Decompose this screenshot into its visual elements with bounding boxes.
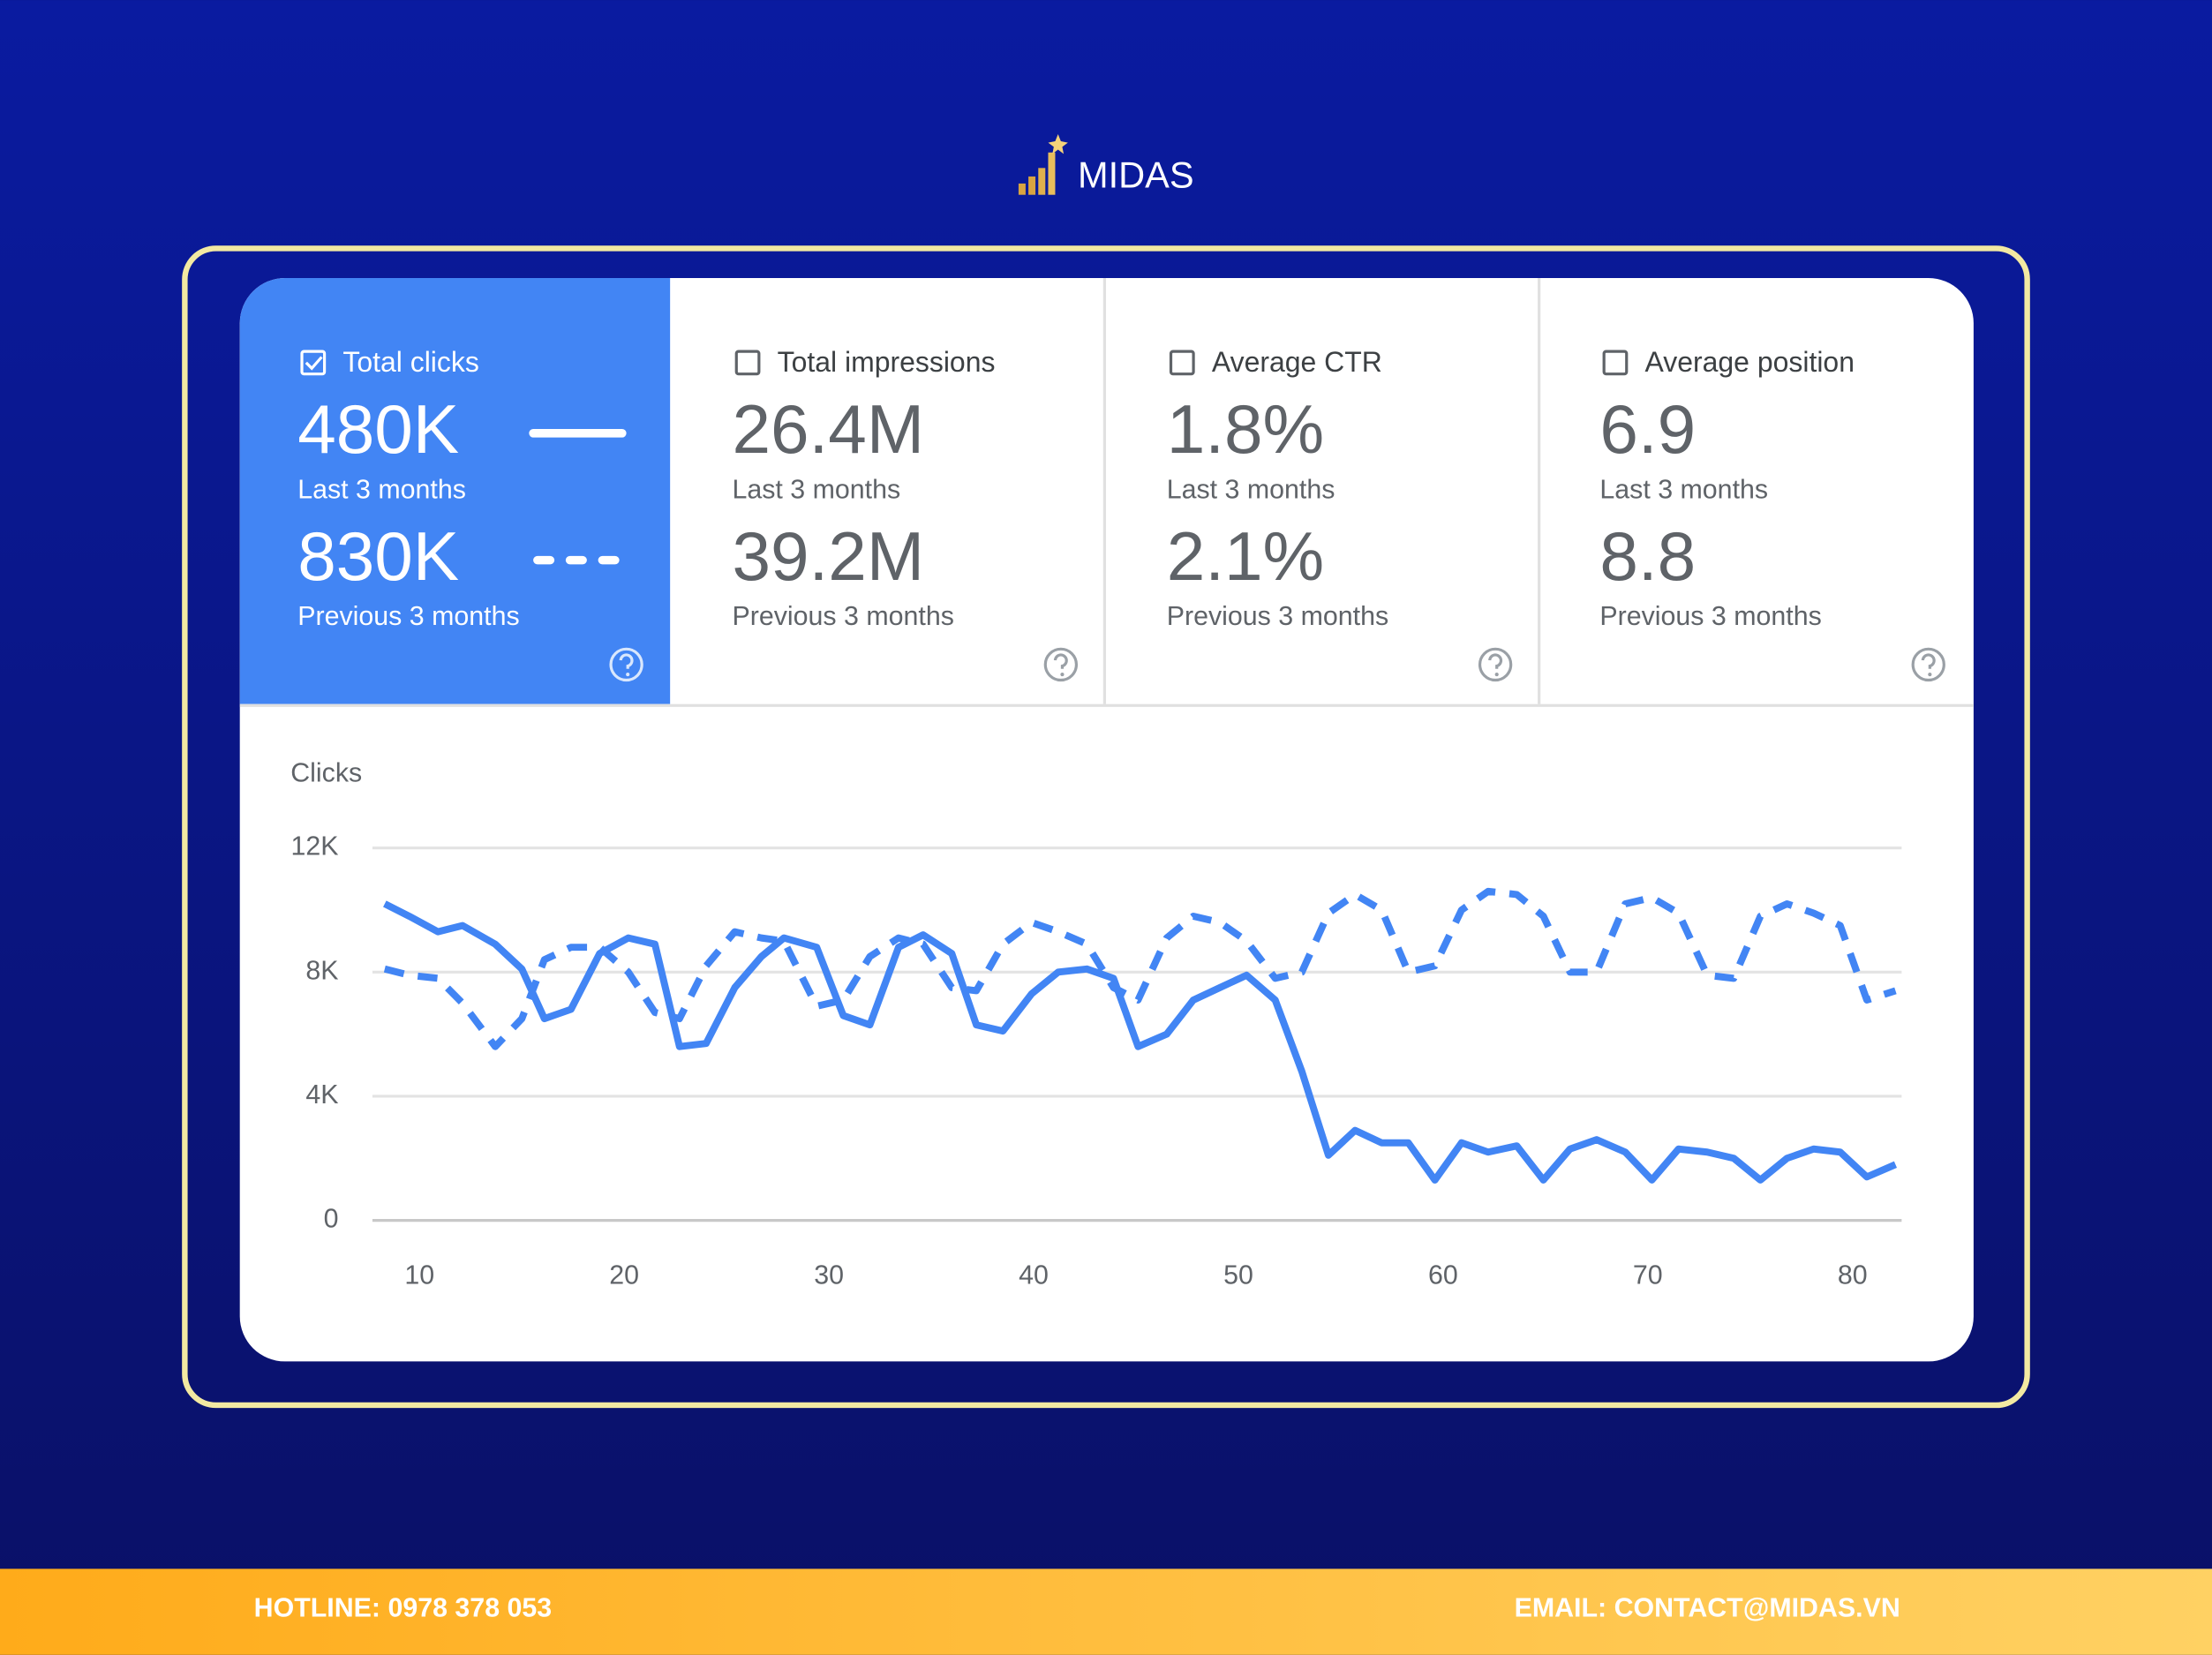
- card-previous: 830K: [297, 517, 459, 595]
- card-label: Total impressions: [778, 346, 996, 378]
- help-icon: [1911, 647, 1945, 682]
- cards: Total clicks 480K Last 3 months 830K Previou…: [239, 277, 1974, 707]
- card-label: Average position: [1645, 346, 1855, 378]
- hotline: HOTLINE: 0978 378 053: [254, 1594, 553, 1623]
- card-label: Average CTR: [1212, 346, 1382, 378]
- checkbox: [1602, 350, 1629, 376]
- y-tick-label: 4K: [305, 1080, 338, 1110]
- card-previous: 8.8: [1599, 517, 1696, 595]
- x-tick-label: 10: [404, 1261, 434, 1290]
- help-icon-dot: [1060, 673, 1065, 677]
- help-icon-mark: [1488, 653, 1503, 669]
- card-current: 480K: [297, 390, 459, 468]
- frame: [182, 245, 2030, 1409]
- card-previous: 39.2M: [732, 517, 924, 595]
- card-current-period: Last 3 months: [297, 475, 466, 504]
- card-current: 1.8%: [1167, 390, 1324, 468]
- logo: MIDAS: [1018, 133, 1194, 195]
- x-tick-label: 70: [1633, 1261, 1663, 1290]
- help-icon-dot: [1928, 673, 1932, 677]
- card-current-period: Last 3 months: [1167, 475, 1335, 504]
- card-current-period: Last 3 months: [1599, 475, 1768, 504]
- help-icon-mark: [1921, 653, 1936, 669]
- selected-card: [239, 277, 671, 704]
- help-icon-mark: [1053, 653, 1068, 669]
- card-current: 26.4M: [732, 390, 924, 468]
- x-tick-label: 80: [1838, 1261, 1868, 1290]
- card-previous-period: Previous 3 months: [1599, 602, 1821, 631]
- card-current: 6.9: [1599, 390, 1696, 468]
- chart: Clicks 0 4K 8K 12K 10 20 30 40 50 60 70 80: [290, 759, 1902, 1290]
- footer-bar: [0, 1568, 2212, 1655]
- card-label: Total clicks: [342, 346, 478, 378]
- card-previous-period: Previous 3 months: [1167, 602, 1388, 631]
- y-tick-label: 12K: [291, 832, 339, 861]
- help-icon: [1478, 647, 1513, 682]
- x-tick-label: 40: [1019, 1261, 1049, 1290]
- help-icon-dot: [626, 673, 630, 677]
- help-icon-mark: [619, 653, 634, 669]
- x-tick-label: 30: [814, 1261, 844, 1290]
- card-previous: 2.1%: [1167, 517, 1324, 595]
- checkbox: [734, 350, 761, 376]
- email: EMAIL: CONTACT@MIDAS.VN: [1515, 1594, 1900, 1623]
- brand: MIDAS: [1078, 154, 1194, 195]
- help-icon: [609, 647, 643, 682]
- help-icon: [1043, 647, 1079, 682]
- x-tick-label: 20: [609, 1261, 639, 1290]
- help-icon-dot: [1494, 673, 1499, 677]
- checkbox: [300, 350, 327, 376]
- y-tick-label: 0: [324, 1205, 339, 1234]
- x-tick-label: 50: [1223, 1261, 1253, 1290]
- checkbox: [1169, 350, 1195, 376]
- card-current-period: Last 3 months: [732, 475, 900, 504]
- y-axis-title: Clicks: [290, 759, 362, 788]
- x-tick-label: 60: [1428, 1261, 1458, 1290]
- card-previous-period: Previous 3 months: [732, 602, 953, 631]
- checkmark: [305, 356, 323, 371]
- y-tick-label: 8K: [305, 956, 338, 985]
- line-dashed: [383, 887, 1897, 1050]
- line-solid: [383, 900, 1898, 1184]
- card-previous-period: Previous 3 months: [297, 602, 519, 631]
